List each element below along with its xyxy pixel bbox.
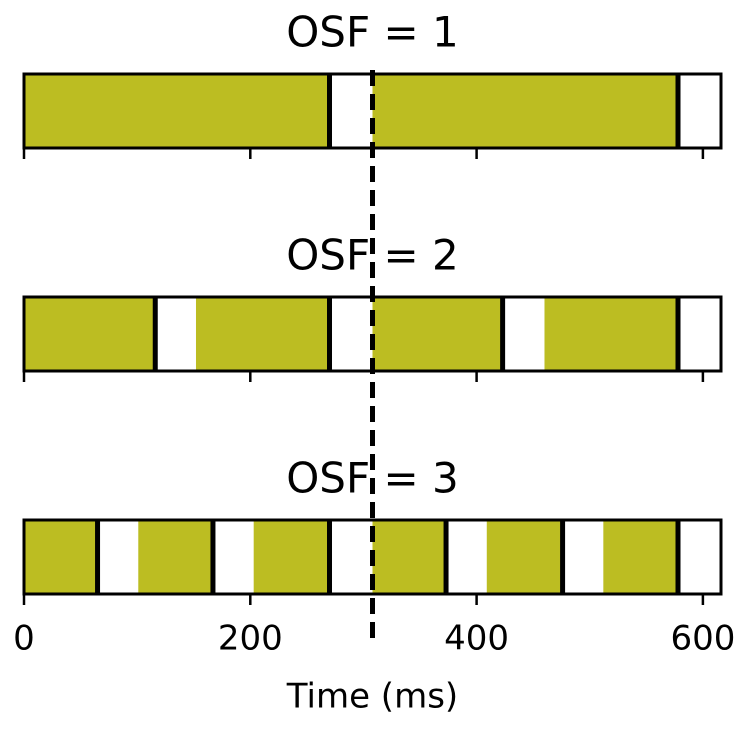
panel-title: OSF = 1	[286, 8, 459, 57]
x-tick-label: 400	[444, 619, 509, 659]
on-segment	[372, 297, 503, 371]
on-segment	[544, 297, 679, 371]
bar-frame	[22, 518, 723, 596]
on-segment	[372, 520, 447, 594]
on-segment	[24, 520, 98, 594]
on-segment	[372, 74, 679, 148]
on-segment	[253, 520, 330, 594]
on-segment	[603, 520, 679, 594]
x-tick-label: 200	[218, 619, 283, 659]
on-segment	[486, 520, 563, 594]
x-tick-label: 0	[13, 619, 35, 659]
on-segment	[138, 520, 213, 594]
x-tick-label: 600	[670, 619, 735, 659]
on-segment	[24, 297, 156, 371]
on-segment	[24, 74, 330, 148]
on-segment	[195, 297, 330, 371]
x-axis-label: Time (ms)	[286, 677, 458, 717]
